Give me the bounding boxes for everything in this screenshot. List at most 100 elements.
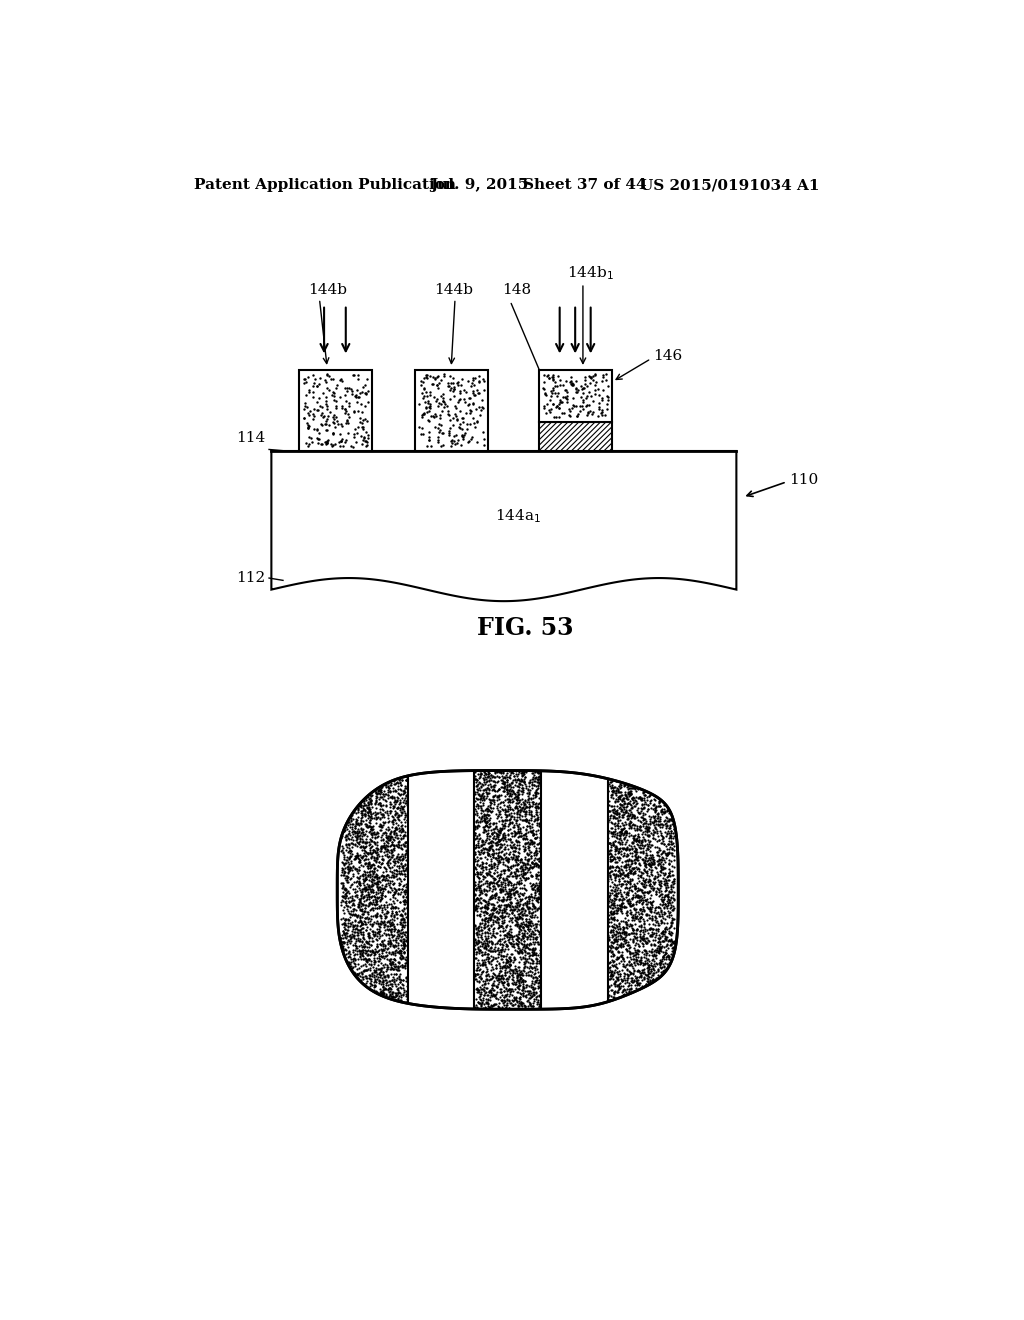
Point (612, 911, 629, 932)
Point (519, 927, 536, 948)
Point (510, 818, 526, 840)
Point (348, 384, 365, 405)
Point (338, 884, 354, 906)
Point (462, 413, 478, 434)
Point (530, 883, 547, 904)
Point (646, 821, 663, 842)
Point (610, 899, 627, 920)
Point (463, 428, 479, 449)
Point (631, 890, 647, 911)
Point (362, 829, 379, 850)
Point (605, 962, 622, 983)
Point (637, 829, 653, 850)
Point (485, 867, 502, 888)
Point (469, 949, 485, 970)
Point (549, 395, 565, 416)
Point (481, 809, 498, 830)
Point (381, 932, 397, 953)
Point (575, 389, 592, 411)
Point (503, 932, 519, 953)
Point (620, 792, 636, 813)
Point (642, 973, 658, 994)
Point (653, 822, 670, 843)
Point (384, 832, 400, 853)
Point (497, 960, 513, 981)
Point (483, 797, 500, 818)
Point (502, 993, 518, 1014)
Point (527, 928, 544, 949)
Point (610, 779, 627, 800)
Point (393, 796, 410, 817)
Point (381, 818, 397, 840)
Point (615, 822, 632, 843)
Point (628, 855, 644, 876)
Point (621, 812, 637, 833)
Point (516, 801, 532, 822)
Point (652, 843, 669, 865)
Point (648, 920, 665, 941)
Point (624, 895, 640, 916)
Point (531, 874, 548, 895)
Point (602, 903, 618, 924)
Point (482, 845, 499, 866)
Point (339, 849, 355, 870)
Point (629, 942, 645, 964)
Point (512, 961, 528, 982)
Point (612, 898, 629, 919)
Point (380, 931, 396, 952)
Point (605, 913, 622, 935)
Point (354, 937, 371, 958)
Point (522, 912, 539, 933)
Point (514, 977, 530, 998)
Point (520, 942, 537, 964)
Point (629, 973, 645, 994)
Point (398, 766, 415, 787)
Point (610, 874, 627, 895)
Point (493, 879, 509, 900)
Point (350, 400, 367, 421)
Point (517, 846, 534, 867)
Point (615, 817, 632, 838)
Point (357, 374, 374, 395)
Point (653, 961, 670, 982)
Point (641, 871, 657, 892)
Point (622, 858, 638, 879)
Point (483, 792, 500, 813)
Point (391, 821, 408, 842)
Point (482, 791, 499, 812)
Point (476, 818, 493, 840)
Point (373, 957, 389, 978)
Point (519, 853, 536, 874)
Point (477, 928, 494, 949)
Point (362, 792, 379, 813)
Point (345, 833, 361, 854)
Point (663, 808, 679, 829)
Point (614, 887, 631, 908)
Point (495, 770, 511, 791)
Point (377, 837, 393, 858)
Point (600, 929, 616, 950)
Point (470, 812, 486, 833)
Point (470, 764, 486, 785)
Point (483, 843, 500, 865)
Point (626, 923, 642, 944)
Point (503, 832, 519, 853)
Point (602, 940, 618, 961)
Point (488, 797, 505, 818)
Point (559, 388, 575, 409)
Point (609, 979, 626, 1001)
Point (361, 878, 378, 899)
Point (374, 836, 390, 857)
Point (528, 813, 545, 834)
Point (617, 857, 634, 878)
Point (360, 805, 377, 826)
Point (501, 923, 517, 944)
Point (523, 933, 540, 954)
Point (631, 936, 647, 957)
Point (337, 927, 353, 948)
Point (386, 847, 402, 869)
Point (354, 962, 371, 983)
Point (467, 843, 483, 865)
Point (397, 931, 414, 952)
Point (317, 432, 334, 453)
